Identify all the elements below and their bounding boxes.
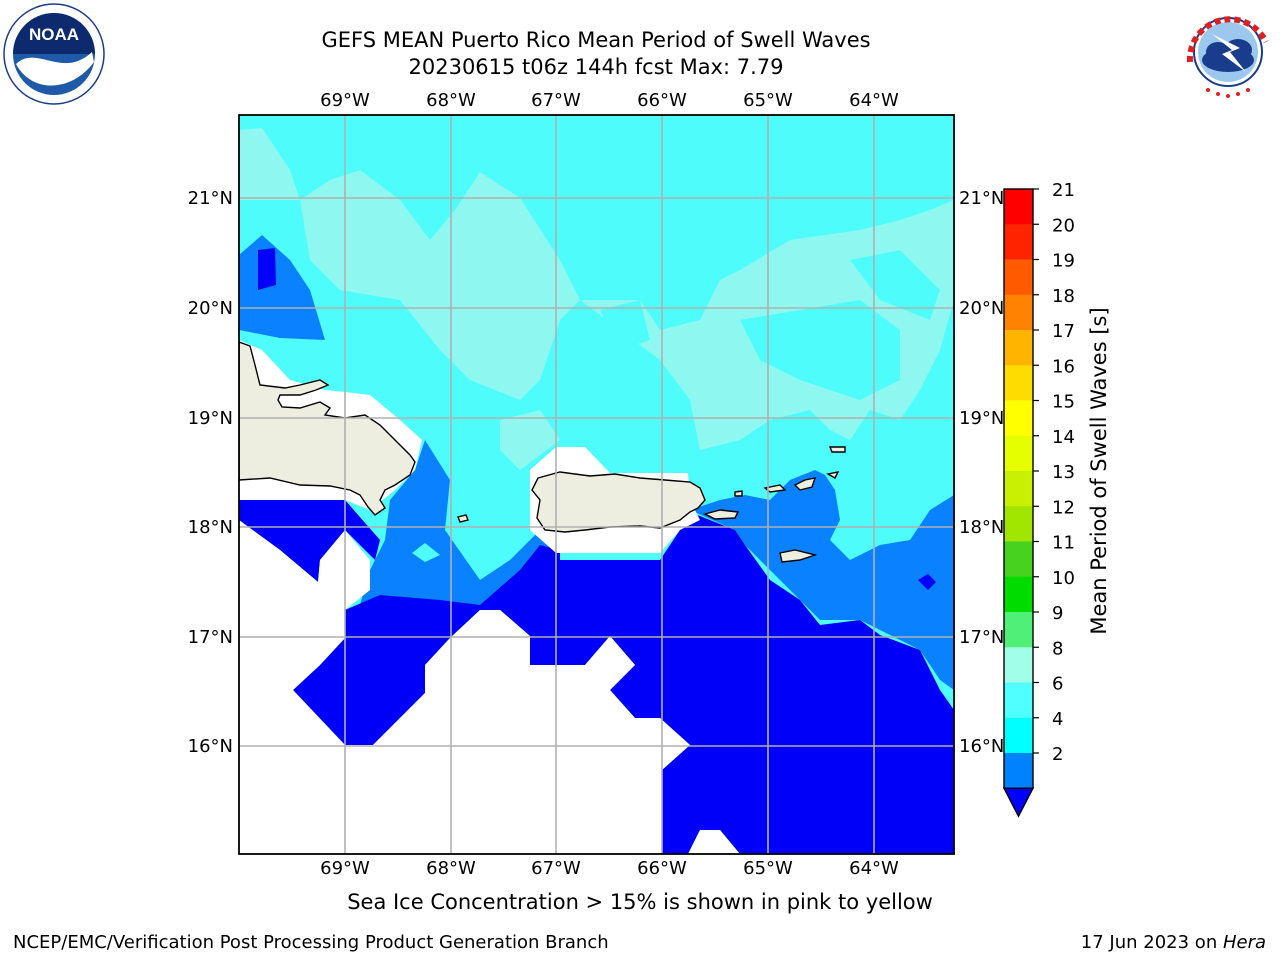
footer-date: 17 Jun 2023 on xyxy=(1080,932,1223,953)
colorbar-swatch xyxy=(1004,647,1033,683)
lon-label-top: 69°W xyxy=(320,90,370,111)
lat-label-left: 20°N xyxy=(188,298,233,319)
colorbar-tick-label: 14 xyxy=(1052,427,1075,448)
colorbar-tick-label: 15 xyxy=(1052,392,1075,413)
lon-label-bottom: 68°W xyxy=(426,858,476,879)
lat-label-right: 21°N xyxy=(959,188,1004,209)
lon-label-bottom: 66°W xyxy=(637,858,687,879)
footer-timestamp: 17 Jun 2023 on Hera xyxy=(1081,932,1266,953)
colorbar-tick-label: 18 xyxy=(1052,286,1075,307)
colorbar-tick-label: 9 xyxy=(1052,603,1063,624)
colorbar-swatch xyxy=(1004,612,1033,648)
lat-label-left: 18°N xyxy=(188,517,233,538)
colorbar-swatch xyxy=(1004,189,1033,225)
lon-label-top: 68°W xyxy=(426,90,476,111)
colorbar-tick-label: 10 xyxy=(1052,568,1075,589)
colorbar-swatch xyxy=(1004,259,1033,296)
colorbar-swatch xyxy=(1004,717,1033,754)
lon-label-top: 67°W xyxy=(531,90,581,111)
colorbar-swatch xyxy=(1004,365,1033,401)
lat-label-right: 18°N xyxy=(959,517,1004,538)
colorbar-tick-label: 4 xyxy=(1052,709,1063,730)
footer-machine: Hera xyxy=(1222,932,1266,953)
noaa-logo: NOAA xyxy=(3,3,105,105)
colorbar-tick-label: 11 xyxy=(1052,533,1075,554)
colorbar-tick-label: 2 xyxy=(1052,744,1063,765)
noaa-logo-text: NOAA xyxy=(29,25,79,44)
colorbar-swatch xyxy=(1004,224,1033,260)
lat-label-left: 16°N xyxy=(188,736,233,757)
colorbar-tick-label: 17 xyxy=(1052,321,1075,342)
colorbar: 21 20 19 18 17 16 15 14 13 12 11 10 9 8 6 4 2 xyxy=(1002,180,1075,818)
nws-logo xyxy=(1180,4,1276,100)
lon-label-bottom: 65°W xyxy=(743,858,793,879)
colorbar-swatch xyxy=(1004,330,1033,366)
colorbar-swatch xyxy=(1004,541,1033,578)
chart-subtitle: 20230615 t06z 144h fcst Max: 7.79 xyxy=(408,55,784,79)
lat-label-left: 21°N xyxy=(188,188,233,209)
chart-title: GEFS MEAN Puerto Rico Mean Period of Swe… xyxy=(321,28,871,52)
colorbar-swatch xyxy=(1004,506,1033,542)
colorbar-swatch xyxy=(1004,576,1033,613)
lat-label-left: 19°N xyxy=(188,408,233,429)
lon-label-top: 66°W xyxy=(637,90,687,111)
lat-label-right: 19°N xyxy=(959,408,1004,429)
lat-label-right: 16°N xyxy=(959,736,1004,757)
colorbar-tick-label: 20 xyxy=(1052,215,1075,236)
map-frame xyxy=(238,114,955,855)
lon-label-bottom: 67°W xyxy=(531,858,581,879)
colorbar-extend-arrow xyxy=(1002,787,1035,818)
colorbar-swatch xyxy=(1004,753,1033,789)
lon-label-bottom: 69°W xyxy=(320,858,370,879)
lat-label-right: 20°N xyxy=(959,298,1004,319)
lat-label-right: 17°N xyxy=(959,627,1004,648)
colorbar-swatch xyxy=(1004,471,1033,507)
colorbar-tick-label: 6 xyxy=(1052,674,1063,695)
colorbar-tick-label: 16 xyxy=(1052,356,1075,377)
footer-credit: NCEP/EMC/Verification Post Processing Pr… xyxy=(13,932,609,953)
colorbar-tick-label: 13 xyxy=(1052,462,1075,483)
lat-label-left: 17°N xyxy=(188,627,233,648)
colorbar-tick-label: 8 xyxy=(1052,638,1063,659)
colorbar-tick-label: 21 xyxy=(1052,180,1075,201)
lon-label-bottom: 64°W xyxy=(849,858,899,879)
lon-label-top: 64°W xyxy=(849,90,899,111)
gridlines xyxy=(239,115,954,854)
colorbar-swatch xyxy=(1004,435,1033,472)
lon-label-top: 65°W xyxy=(743,90,793,111)
colorbar-swatch xyxy=(1004,682,1033,719)
hispaniola-land xyxy=(239,341,416,516)
colorbar-label: Mean Period of Swell Waves [s] xyxy=(1087,307,1111,634)
colorbar-swatch xyxy=(1004,400,1033,437)
colorbar-swatch xyxy=(1004,294,1033,331)
colorbar-tick-label: 12 xyxy=(1052,497,1075,518)
colorbar-tick-label: 19 xyxy=(1052,251,1075,272)
caption: Sea Ice Concentration > 15% is shown in … xyxy=(347,890,933,914)
colorbar-frame xyxy=(1003,188,1034,789)
